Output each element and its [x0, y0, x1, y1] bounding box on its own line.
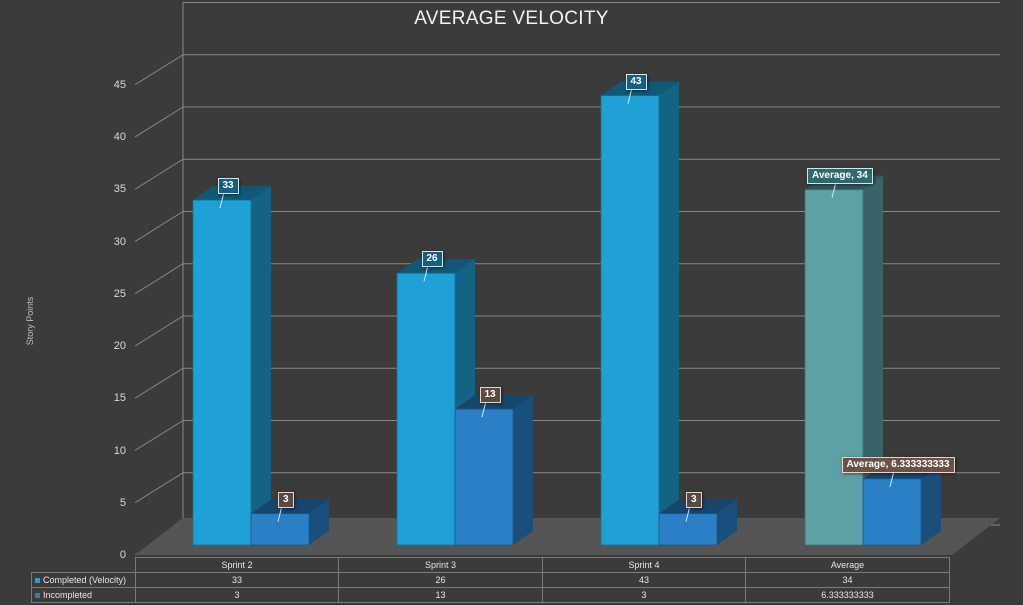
y-tick-label: 30: [113, 235, 126, 248]
bar-completed: [192, 199, 252, 546]
table-cell: 33: [135, 572, 339, 588]
data-label: 26: [421, 251, 443, 268]
x-tick-label: Average: [745, 557, 950, 573]
table-cell: 3: [542, 587, 746, 603]
bar-completed: [396, 272, 456, 546]
y-tick-label: 35: [113, 183, 126, 196]
x-tick-label: Sprint 2: [135, 557, 339, 573]
table-cell: 13: [338, 587, 543, 603]
bar-completed-side: [659, 81, 679, 546]
bar-completed-side: [251, 186, 271, 545]
x-tick-label: Sprint 3: [338, 557, 543, 573]
legend-swatch: [35, 593, 40, 599]
table-cell: 6.333333333: [745, 587, 950, 603]
bar-incompleted: [862, 478, 922, 546]
table-header-row: Sprint 2 Sprint 3 Sprint 4 Average: [31, 557, 950, 573]
label-pointer: [627, 87, 633, 104]
data-label: 33: [217, 178, 239, 195]
grid-diagonal: [134, 211, 184, 242]
table-cell: 3: [135, 587, 339, 603]
label-pointer: [219, 192, 225, 209]
table-row: Incompleted 3 13 3 6.333333333: [31, 587, 950, 603]
bar-incompleted: [250, 513, 310, 546]
legend-entry: Completed (Velocity): [31, 572, 136, 588]
chart-title: AVERAGE VELOCITY: [414, 8, 609, 29]
grid-diagonal: [134, 263, 184, 295]
grid-diagonal: [134, 472, 184, 504]
table-row: Completed (Velocity) 33 26 43 34: [31, 572, 950, 588]
y-tick-label: 5: [119, 496, 126, 509]
table-cell: 26: [338, 572, 543, 588]
y-tick-label: 20: [113, 340, 126, 352]
bar-incompleted-side: [717, 499, 737, 545]
bar-incompleted-side: [513, 395, 533, 545]
x-tick-label: Sprint 4: [542, 557, 746, 573]
y-tick-label: 10: [113, 444, 126, 457]
grid-diagonal: [134, 106, 184, 138]
bar-completed-side: [863, 175, 883, 545]
label-pointer: [481, 401, 487, 418]
table-cell: 34: [745, 572, 950, 588]
label-pointer: [889, 470, 895, 487]
grid-diagonal: [134, 420, 184, 451]
data-label: Average, 6.333333333: [841, 456, 955, 473]
data-label: Average, 34: [807, 167, 873, 184]
bar-incompleted-side: [309, 499, 329, 545]
grid-diagonal: [134, 54, 184, 86]
label-pointer: [831, 181, 837, 198]
data-label: 43: [625, 73, 647, 90]
grid-diagonal: [134, 158, 184, 190]
legend-entry: Incompleted: [31, 587, 136, 603]
data-label: 3: [686, 491, 702, 508]
bar-incompleted: [454, 408, 514, 546]
bar-completed: [600, 95, 660, 546]
bar-incompleted: [658, 513, 718, 546]
y-tick-label: 0: [119, 549, 126, 561]
y-tick-label: 45: [113, 78, 126, 91]
y-tick-label: 25: [113, 287, 126, 300]
legend-swatch: [35, 578, 40, 584]
data-label: 13: [479, 387, 501, 404]
y-tick-label: 15: [113, 392, 126, 405]
data-label: 3: [278, 491, 294, 508]
grid-diagonal: [134, 367, 184, 399]
label-pointer: [423, 265, 429, 282]
table-cell: 43: [542, 572, 746, 588]
bar-incompleted-side: [921, 464, 941, 545]
chart-floor: [135, 518, 1000, 555]
label-pointer: [277, 505, 283, 522]
y-tick-label: 40: [113, 131, 126, 143]
data-table: Sprint 2 Sprint 3 Sprint 4 Average Completed…: [31, 557, 950, 603]
grid-diagonal: [134, 315, 184, 347]
label-pointer: [685, 505, 691, 522]
bar-completed: [804, 189, 864, 546]
